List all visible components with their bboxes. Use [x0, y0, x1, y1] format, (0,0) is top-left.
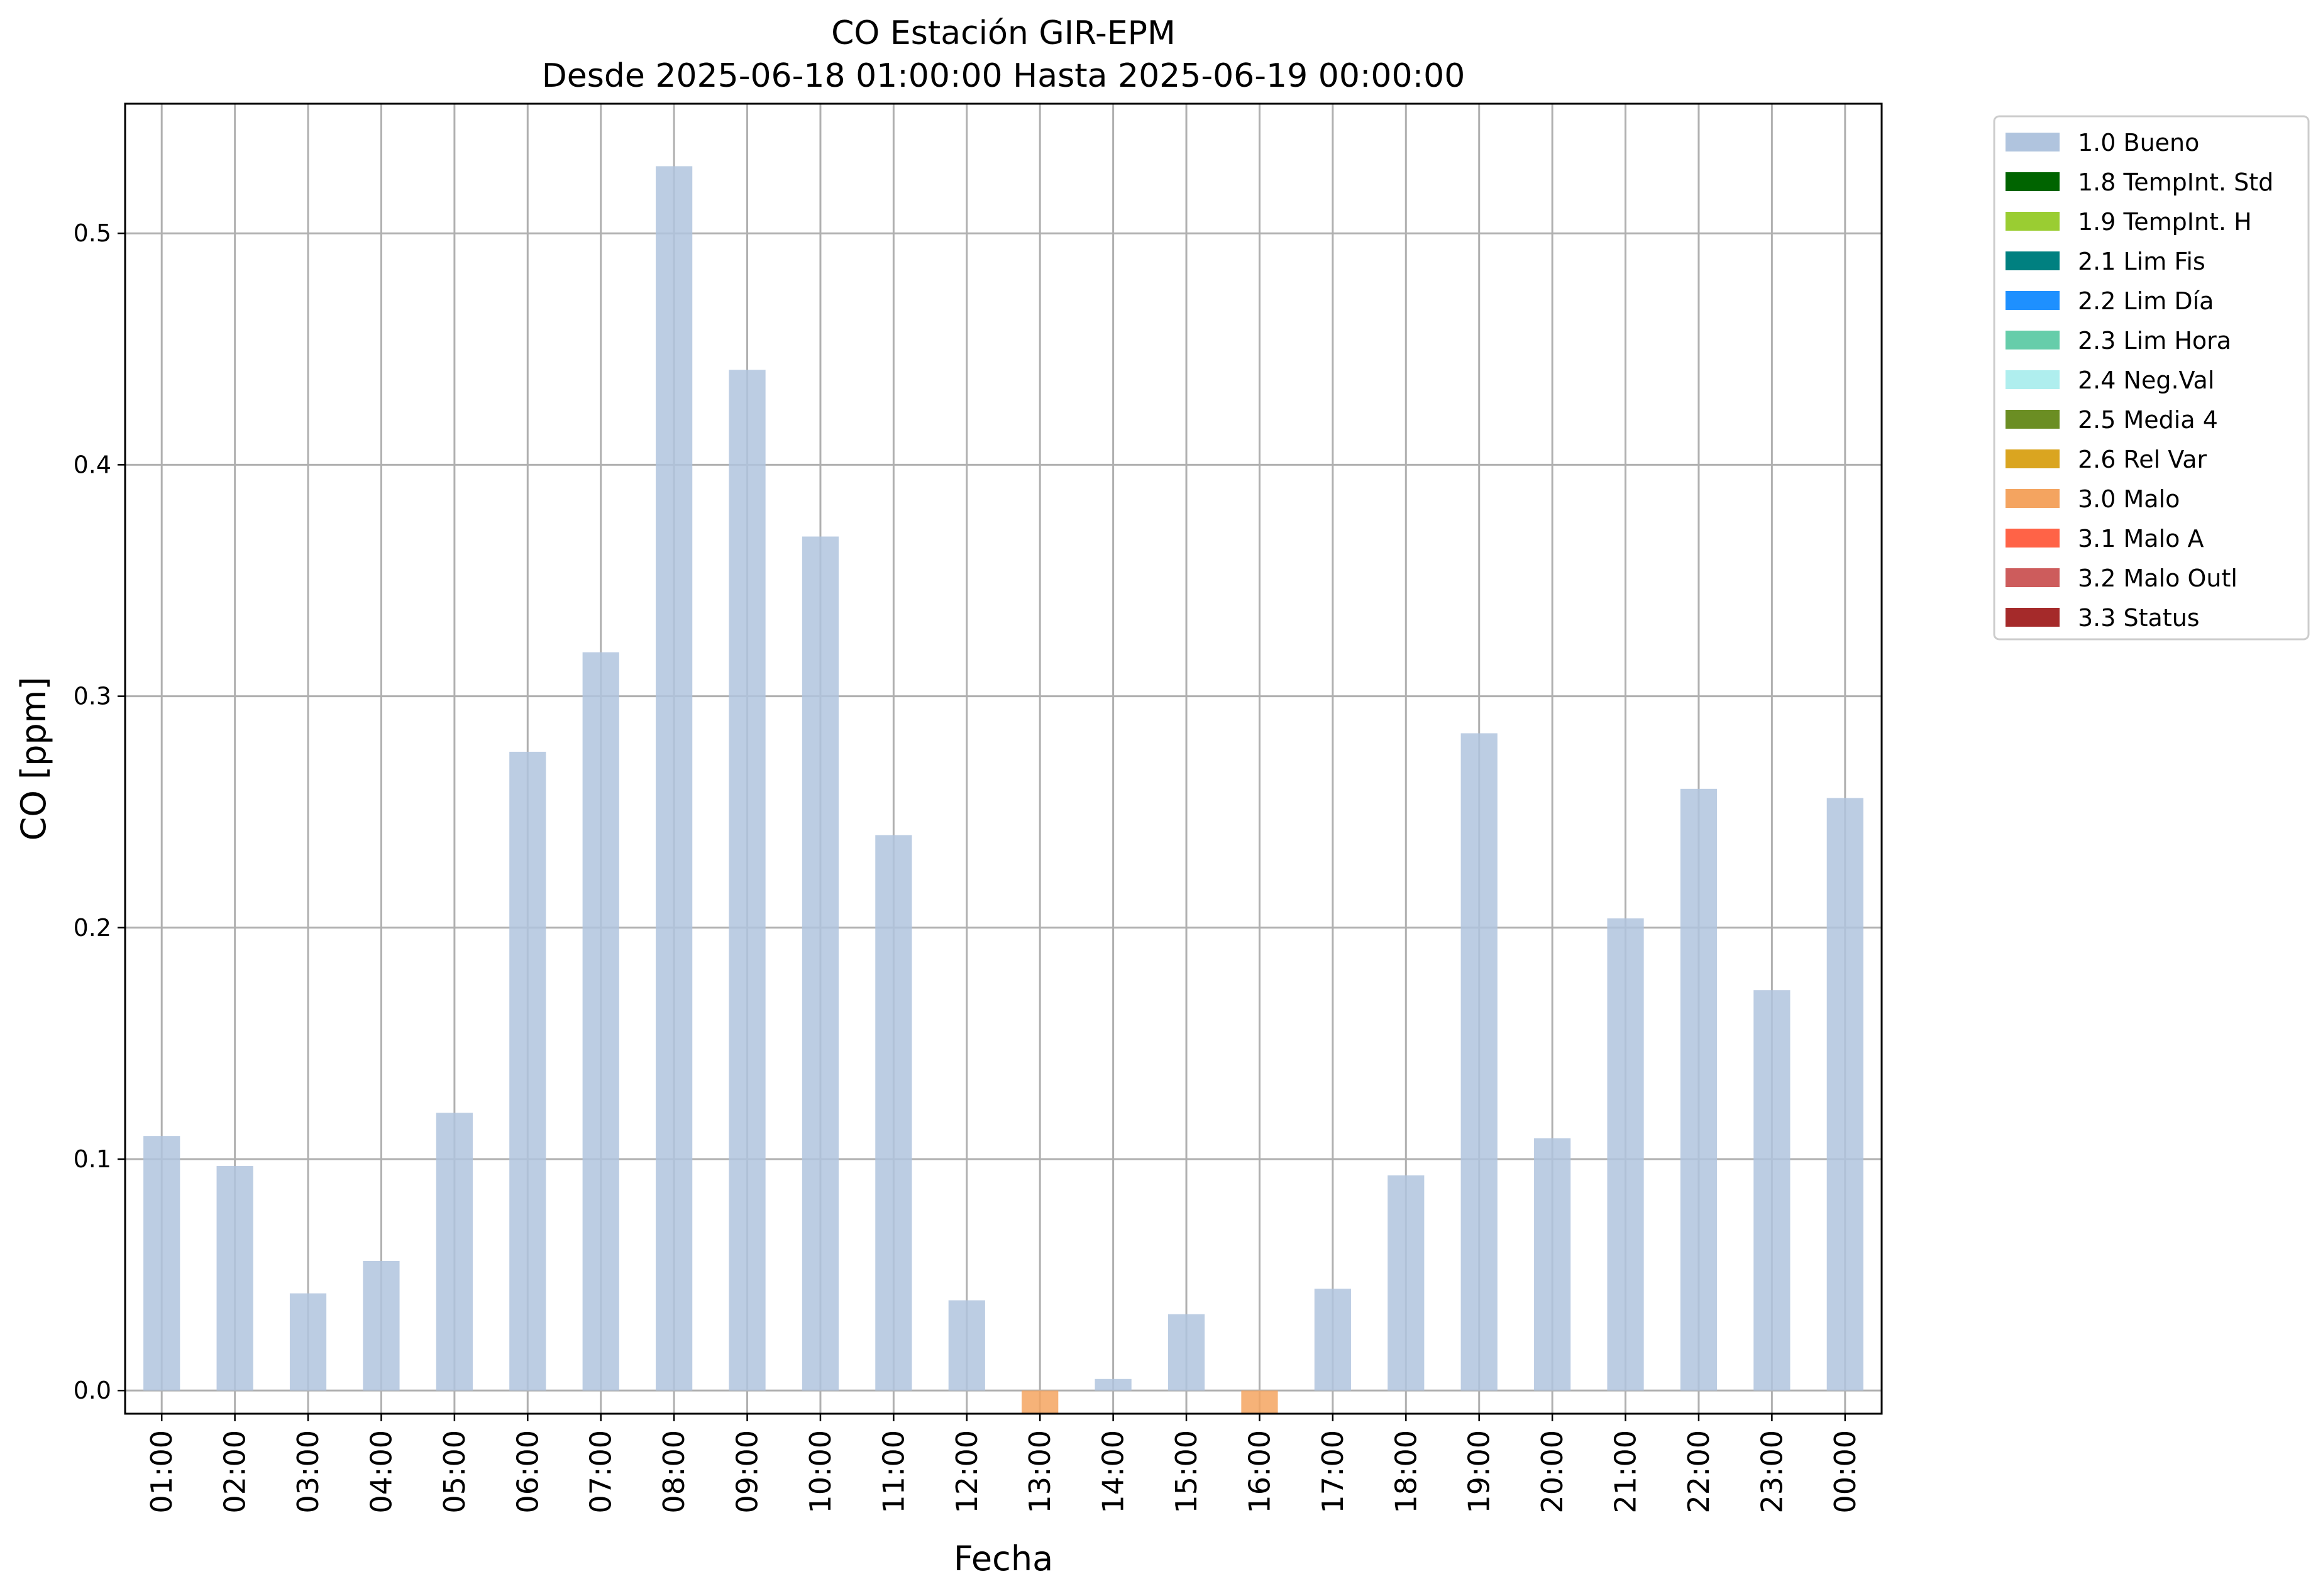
y-tick-label: 0.3 [74, 683, 111, 710]
x-tick-label: 15:00 [1169, 1430, 1203, 1514]
legend-label: 2.3 Lim Hora [2078, 327, 2231, 355]
bar-04:00 [363, 1260, 400, 1391]
bar-11:00 [875, 835, 912, 1391]
chart-subtitle: Desde 2025-06-18 01:00:00 Hasta 2025-06-… [542, 57, 1465, 95]
x-tick-label: 11:00 [876, 1430, 910, 1514]
bar-17:00 [1314, 1289, 1351, 1391]
legend-label: 2.4 Neg.Val [2078, 366, 2214, 394]
x-axis-title: Fecha [954, 1539, 1053, 1578]
legend-frame [1993, 115, 2310, 641]
x-tick-label: 18:00 [1389, 1430, 1423, 1514]
x-tick-label: 12:00 [950, 1430, 984, 1514]
legend-label: 2.1 Lim Fis [2078, 248, 2205, 275]
legend-swatch [2006, 212, 2060, 231]
legend-label: 1.0 Bueno [2078, 129, 2199, 157]
legend-label: 3.1 Malo A [2078, 525, 2204, 553]
legend-swatch [2006, 133, 2060, 151]
bar-10:00 [802, 536, 839, 1391]
bar-18:00 [1388, 1175, 1425, 1391]
x-tick-label: 16:00 [1242, 1430, 1276, 1514]
bar-13:00 [1022, 1390, 1059, 1414]
y-axis-title: CO [ppm] [14, 677, 53, 841]
legend-swatch [2006, 172, 2060, 191]
bar-09:00 [729, 370, 766, 1391]
x-tick-label: 00:00 [1828, 1430, 1862, 1514]
bar-05:00 [436, 1113, 473, 1391]
ticks-layer: 0.0 0.1 0.2 0.3 0.4 0.5 01:00 02:00 03:00 04:00 05… [74, 219, 1862, 1513]
x-tick-label: 10:00 [803, 1430, 837, 1514]
x-tick-label: 19:00 [1462, 1430, 1496, 1514]
legend-label: 3.3 Status [2078, 604, 2200, 632]
legend: 1.0 Bueno 1.8 TempInt. Std 1.9 TempInt. H 2… [1993, 115, 2310, 641]
legend-swatch [2006, 331, 2060, 349]
bar-19:00 [1460, 733, 1498, 1391]
x-tick-label: 06:00 [510, 1430, 544, 1514]
y-tick-label: 0.4 [74, 451, 111, 478]
legend-label: 2.2 Lim Día [2078, 287, 2214, 315]
bar-00:00 [1826, 798, 1863, 1391]
x-tick-label: 01:00 [145, 1430, 179, 1514]
legend-swatch [2006, 529, 2060, 548]
legend-label: 3.0 Malo [2078, 485, 2180, 513]
legend-label: 1.8 TempInt. Std [2078, 168, 2273, 196]
y-tick-label: 0.2 [74, 914, 111, 942]
bar-20:00 [1534, 1138, 1571, 1391]
legend-label: 2.6 Rel Var [2078, 446, 2207, 473]
bar-08:00 [656, 166, 693, 1391]
y-tick-label: 0.5 [74, 219, 111, 247]
x-tick-label: 21:00 [1609, 1430, 1643, 1514]
bar-16:00 [1241, 1390, 1278, 1414]
bar-15:00 [1167, 1314, 1205, 1391]
x-tick-label: 02:00 [218, 1430, 252, 1514]
legend-swatch [2006, 370, 2060, 389]
bar-02:00 [216, 1166, 253, 1391]
bar-14:00 [1095, 1379, 1132, 1391]
x-tick-label: 08:00 [657, 1430, 691, 1514]
legend-swatch [2006, 489, 2060, 508]
legend-label: 1.9 TempInt. H [2078, 208, 2252, 236]
x-tick-label: 23:00 [1755, 1430, 1789, 1514]
x-tick-label: 03:00 [291, 1430, 325, 1514]
legend-label: 3.2 Malo Outl [2078, 564, 2237, 592]
x-tick-label: 07:00 [584, 1430, 618, 1514]
x-tick-label: 04:00 [364, 1430, 398, 1514]
legend-swatch [2006, 568, 2060, 587]
x-tick-label: 17:00 [1316, 1430, 1350, 1514]
bar-03:00 [289, 1293, 327, 1391]
y-tick-label: 0.0 [74, 1377, 111, 1404]
bar-06:00 [509, 751, 546, 1391]
bar-21:00 [1607, 918, 1644, 1391]
chart-title: CO Estación GIR-EPM [831, 14, 1176, 52]
x-tick-label: 09:00 [731, 1430, 764, 1514]
bars-layer [143, 166, 1863, 1414]
bar-22:00 [1680, 788, 1718, 1391]
legend-swatch [2006, 251, 2060, 270]
legend-swatch [2006, 291, 2060, 310]
y-tick-label: 0.1 [74, 1145, 111, 1173]
bar-12:00 [948, 1300, 985, 1391]
bar-07:00 [582, 652, 619, 1391]
x-tick-label: 05:00 [438, 1430, 472, 1514]
x-tick-label: 20:00 [1535, 1430, 1569, 1514]
legend-swatch [2006, 410, 2060, 429]
legend-label: 2.5 Media 4 [2078, 406, 2218, 434]
bar-01:00 [143, 1136, 180, 1391]
plot-area-frame [124, 102, 1883, 1415]
x-tick-label: 22:00 [1682, 1430, 1716, 1514]
legend-swatch [2006, 608, 2060, 627]
bar-23:00 [1753, 990, 1791, 1391]
x-tick-label: 14:00 [1096, 1430, 1130, 1514]
x-tick-label: 13:00 [1023, 1430, 1057, 1514]
legend-swatch [2006, 449, 2060, 468]
